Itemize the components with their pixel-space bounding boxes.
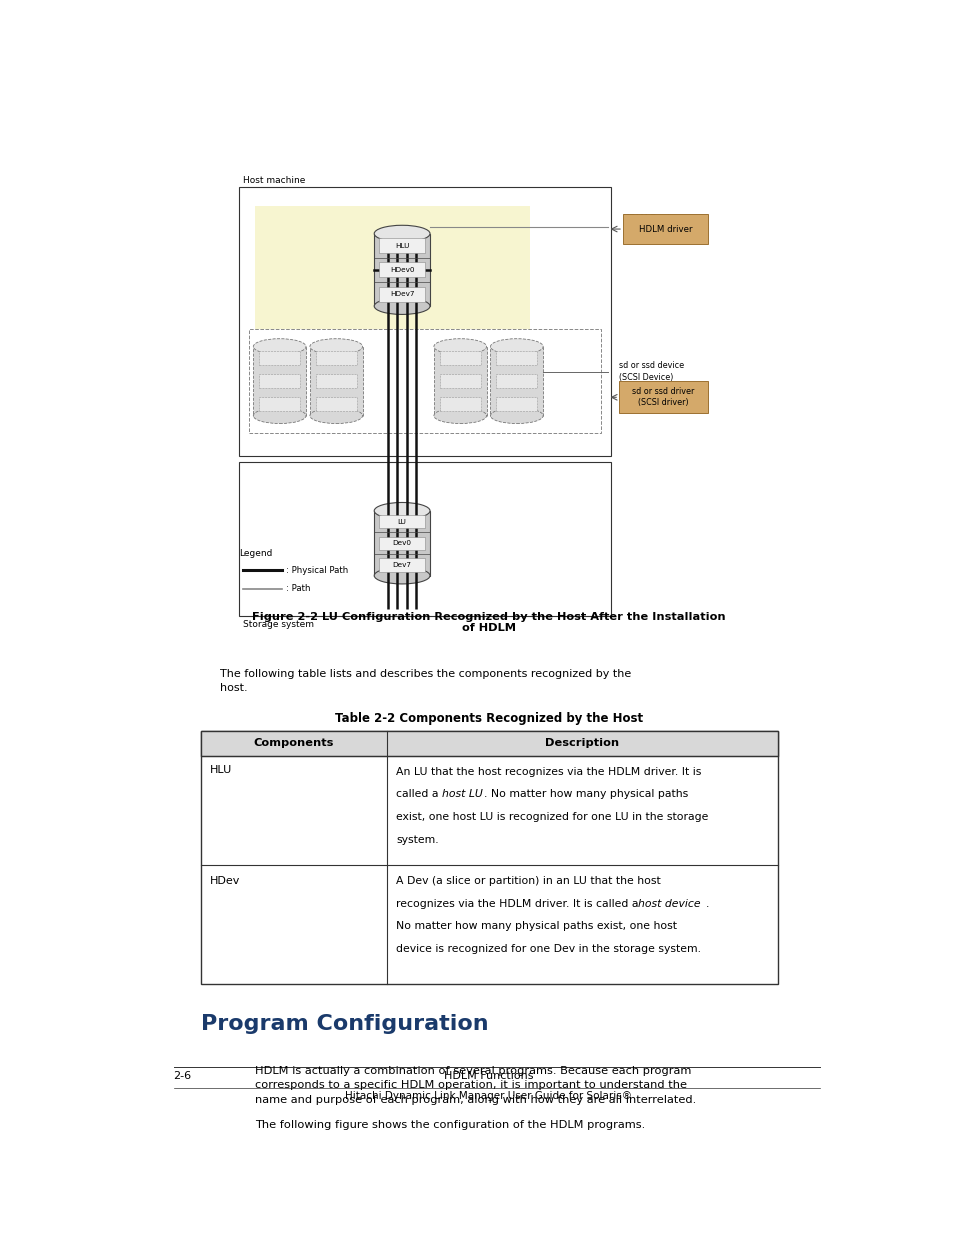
FancyBboxPatch shape (379, 558, 424, 572)
Text: Components: Components (253, 739, 334, 748)
FancyBboxPatch shape (379, 262, 424, 278)
FancyBboxPatch shape (315, 374, 356, 388)
Text: : Path: : Path (286, 584, 310, 593)
FancyBboxPatch shape (315, 398, 356, 411)
FancyBboxPatch shape (379, 515, 424, 529)
Text: Table 2-2 Components Recognized by the Host: Table 2-2 Components Recognized by the H… (335, 711, 642, 725)
Ellipse shape (374, 298, 430, 315)
FancyBboxPatch shape (379, 287, 424, 301)
FancyBboxPatch shape (439, 374, 480, 388)
FancyBboxPatch shape (496, 374, 537, 388)
Text: No matter how many physical paths exist, one host: No matter how many physical paths exist,… (395, 921, 677, 931)
Polygon shape (490, 347, 542, 416)
FancyBboxPatch shape (249, 330, 600, 433)
Ellipse shape (253, 408, 306, 424)
Text: .: . (705, 899, 709, 909)
Text: HDev: HDev (210, 876, 240, 885)
Text: HDLM Functions: HDLM Functions (444, 1072, 533, 1082)
Text: A Dev (a slice or partition) in an LU that the host: A Dev (a slice or partition) in an LU th… (395, 876, 660, 885)
Ellipse shape (374, 503, 430, 519)
FancyBboxPatch shape (439, 398, 480, 411)
FancyBboxPatch shape (379, 536, 424, 550)
FancyBboxPatch shape (315, 351, 356, 366)
Text: Figure 2-2 LU Configuration Recognized by the Host After the Installation
of HDL: Figure 2-2 LU Configuration Recognized b… (252, 611, 725, 634)
Ellipse shape (434, 408, 486, 424)
Text: Dev0: Dev0 (393, 540, 411, 546)
Polygon shape (374, 233, 430, 306)
Ellipse shape (374, 225, 430, 242)
Polygon shape (310, 347, 362, 416)
Ellipse shape (310, 338, 362, 354)
Text: The following table lists and describes the components recognized by the
host.: The following table lists and describes … (220, 669, 631, 694)
Text: called a: called a (395, 789, 441, 799)
Text: HDLM driver: HDLM driver (639, 225, 692, 233)
FancyBboxPatch shape (496, 398, 537, 411)
FancyBboxPatch shape (496, 351, 537, 366)
Text: 2-6: 2-6 (173, 1072, 192, 1082)
FancyBboxPatch shape (259, 351, 300, 366)
Text: host device: host device (637, 899, 700, 909)
Text: exist, one host LU is recognized for one LU in the storage: exist, one host LU is recognized for one… (395, 811, 707, 823)
FancyBboxPatch shape (622, 215, 707, 243)
FancyBboxPatch shape (200, 731, 778, 984)
FancyBboxPatch shape (239, 462, 611, 616)
Text: HLU: HLU (395, 243, 409, 248)
FancyBboxPatch shape (254, 206, 530, 330)
Text: : Physical Path: : Physical Path (286, 566, 348, 574)
Text: HDev0: HDev0 (390, 267, 414, 273)
FancyBboxPatch shape (618, 382, 707, 414)
Ellipse shape (434, 338, 486, 354)
FancyBboxPatch shape (259, 398, 300, 411)
Ellipse shape (310, 408, 362, 424)
Text: Host machine: Host machine (243, 177, 305, 185)
Text: HDLM is actually a combination of several programs. Because each program
corresp: HDLM is actually a combination of severa… (254, 1066, 696, 1105)
Polygon shape (434, 347, 486, 416)
Text: HDev7: HDev7 (390, 291, 414, 298)
Ellipse shape (490, 408, 542, 424)
Text: device is recognized for one Dev in the storage system.: device is recognized for one Dev in the … (395, 944, 700, 953)
Text: LU: LU (397, 519, 406, 525)
FancyBboxPatch shape (379, 238, 424, 253)
Text: Program Configuration: Program Configuration (200, 1014, 488, 1034)
Ellipse shape (374, 567, 430, 584)
Text: The following figure shows the configuration of the HDLM programs.: The following figure shows the configura… (254, 1120, 644, 1130)
Text: Description: Description (545, 739, 618, 748)
Text: host LU: host LU (441, 789, 482, 799)
Text: HDLM Device: HDLM Device (622, 214, 679, 222)
Ellipse shape (490, 338, 542, 354)
Text: system.: system. (395, 835, 438, 845)
Text: Legend: Legend (239, 548, 273, 557)
FancyBboxPatch shape (239, 186, 611, 456)
Text: . No matter how many physical paths: . No matter how many physical paths (483, 789, 687, 799)
Ellipse shape (253, 338, 306, 354)
FancyBboxPatch shape (259, 374, 300, 388)
Text: Hitachi Dynamic Link Manager User Guide for Solaris®: Hitachi Dynamic Link Manager User Guide … (345, 1092, 632, 1102)
Text: sd or ssd device
(SCSI Device): sd or ssd device (SCSI Device) (618, 362, 683, 383)
Text: Storage system: Storage system (243, 620, 314, 629)
Text: Dev7: Dev7 (393, 562, 411, 568)
Text: HLU: HLU (210, 764, 232, 776)
Text: recognizes via the HDLM driver. It is called a: recognizes via the HDLM driver. It is ca… (395, 899, 641, 909)
Text: sd or ssd driver
(SCSI driver): sd or ssd driver (SCSI driver) (632, 388, 694, 408)
Polygon shape (374, 511, 430, 576)
FancyBboxPatch shape (439, 351, 480, 366)
Text: An LU that the host recognizes via the HDLM driver. It is: An LU that the host recognizes via the H… (395, 767, 700, 777)
Polygon shape (253, 347, 306, 416)
FancyBboxPatch shape (200, 731, 778, 756)
